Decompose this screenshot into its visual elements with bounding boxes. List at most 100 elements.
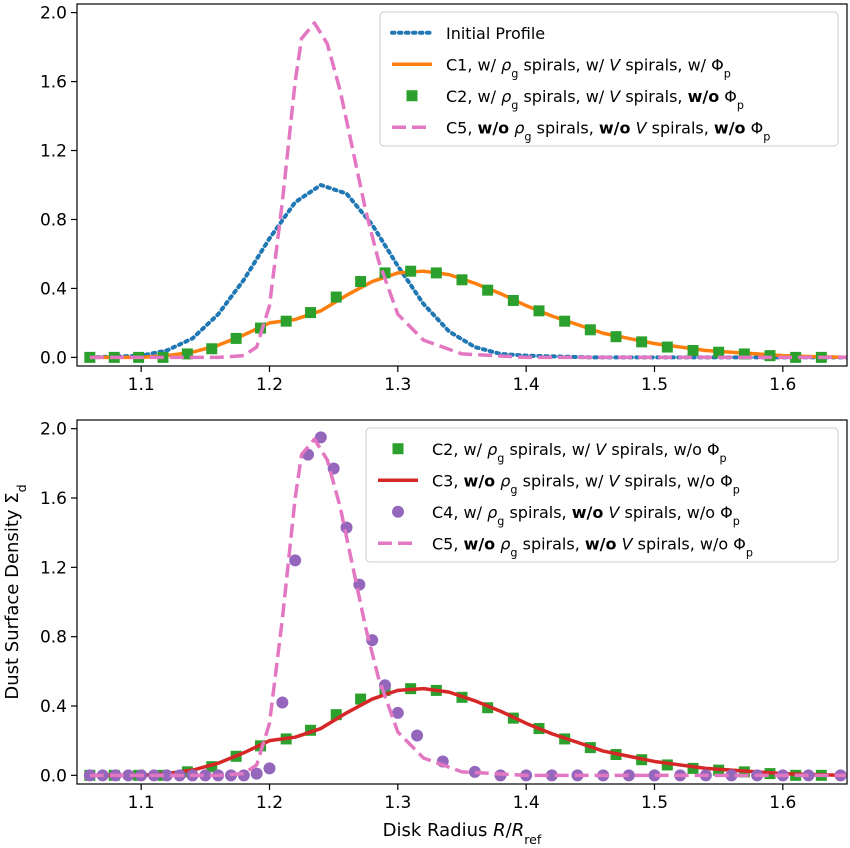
data-point [636, 336, 648, 348]
y-axis-label: Dust Surface Density Σd [2, 484, 29, 699]
legend-label: C3, w/o ρg spirals, w/ V spirals, w/o Φp [432, 471, 740, 496]
legend-marker [392, 443, 404, 455]
legend-entry: C5, w/o ρg spirals, w/o V spirals, w/o Φ… [392, 118, 770, 143]
data-point [430, 267, 442, 279]
legend-label: C5, w/o ρg spirals, w/o V spirals, w/o Φ… [432, 534, 753, 559]
data-point [276, 696, 289, 709]
x-tick-label: 1.1 [128, 793, 155, 813]
series-line [89, 686, 847, 778]
data-point [507, 294, 519, 306]
x-tick-label: 1.4 [513, 375, 540, 395]
legend-entry: C3, w/o ρg spirals, w/ V spirals, w/o Φp [378, 471, 740, 496]
legend-box [379, 11, 839, 147]
x-tick-label: 1.2 [256, 375, 283, 395]
data-point [355, 693, 367, 705]
y-tick-label: 2.0 [40, 420, 67, 440]
data-point [230, 332, 242, 344]
legend: Initial Profile C1, w/ ρg spirals, w/ V s… [379, 11, 839, 147]
y-tick-label: 1.2 [40, 142, 67, 162]
data-point [405, 265, 417, 277]
data-point [379, 267, 391, 279]
x-tick-label: 1.6 [769, 793, 796, 813]
legend-entry: C2, w/ ρg spirals, w/ V spirals, w/o Φp [392, 440, 727, 465]
data-point [355, 276, 367, 288]
series-c4 [83, 431, 847, 782]
y-tick-label: 0.8 [40, 628, 67, 648]
data-point [584, 324, 596, 336]
data-point [738, 348, 750, 360]
legend: C2, w/ ρg spirals, w/ V spirals, w/o Φp C… [365, 427, 839, 563]
legend-marker [392, 505, 404, 518]
series-c2 [84, 265, 827, 363]
x-tick-label: 1.5 [641, 375, 668, 395]
legend-label: C2, w/ ρg spirals, w/ V spirals, w/o Φp [446, 87, 744, 112]
data-point [622, 769, 635, 782]
legend-entry: C1, w/ ρg spirals, w/ V spirals, w/ Φp [392, 55, 731, 80]
series-line [87, 183, 847, 360]
legend-entry: C4, w/ ρg spirals, w/o V spirals, w/o Φp [392, 503, 740, 528]
data-point [314, 431, 327, 444]
y-tick-label: 2.0 [40, 4, 67, 24]
series-c2 [84, 683, 827, 781]
plot-area [84, 21, 847, 363]
plot-area [83, 431, 847, 782]
data-point [206, 343, 218, 355]
legend-label: C4, w/ ρg spirals, w/o V spirals, w/o Φp [432, 503, 740, 528]
y-tick-label: 0.4 [40, 279, 67, 299]
data-point [330, 709, 342, 721]
x-tick-label: 1.1 [128, 375, 155, 395]
y-tick-label: 1.2 [40, 558, 67, 578]
data-point [330, 291, 342, 303]
y-tick-label: 0.0 [40, 348, 67, 368]
data-point [263, 762, 276, 775]
data-point [725, 769, 738, 782]
legend-entry: Initial Profile [390, 24, 545, 43]
series-c3 [89, 686, 847, 778]
bottom-panel: 1.1 1.2 1.3 1.4 1.5 1.6 0.0 0.4 0.8 1.2 1.6 2.0 Disk… [2, 419, 848, 847]
data-point [790, 351, 802, 363]
y-tick-label: 0.4 [40, 697, 67, 717]
data-point [456, 274, 468, 286]
data-point [122, 769, 135, 782]
data-point [255, 322, 267, 334]
series-c5 [89, 437, 847, 778]
data-point [713, 346, 725, 358]
legend-marker [406, 90, 418, 102]
y-tick-label: 1.6 [40, 489, 67, 509]
x-tick-label: 1.2 [256, 793, 283, 813]
data-point [250, 767, 263, 780]
y-tick-label: 0.0 [40, 766, 67, 786]
data-point [648, 769, 661, 782]
data-point [687, 344, 699, 356]
series-line [89, 21, 847, 360]
x-tick-label: 1.4 [513, 793, 540, 813]
y-tick-label: 1.6 [40, 73, 67, 93]
data-point [411, 729, 424, 742]
series-line [89, 437, 847, 778]
data-point [160, 769, 173, 782]
legend-box [365, 427, 839, 563]
axes-frame [76, 419, 848, 785]
x-axis-label: Disk Radius R/Rref [383, 820, 542, 847]
data-point [610, 331, 622, 343]
series-initial-profile [87, 183, 847, 360]
series-c5 [89, 21, 847, 360]
legend-entry: C2, w/ ρg spirals, w/ V spirals, w/o Φp [406, 87, 744, 112]
data-point [545, 769, 558, 782]
x-tick-label: 1.5 [641, 793, 668, 813]
data-point [559, 315, 571, 327]
top-panel: 1.1 1.2 1.3 1.4 1.5 1.6 0.0 0.4 0.8 1.2 1.6 2.0 Init… [40, 3, 848, 395]
data-point [533, 305, 545, 317]
x-tick-label: 1.3 [384, 375, 411, 395]
legend-label: C2, w/ ρg spirals, w/ V spirals, w/o Φp [432, 440, 727, 465]
x-tick-label: 1.6 [769, 375, 796, 395]
data-point [391, 706, 404, 719]
legend-entry: C5, w/o ρg spirals, w/o V spirals, w/o Φ… [378, 534, 753, 559]
x-tick-label: 1.3 [384, 793, 411, 813]
axes-frame [76, 3, 848, 367]
data-point [181, 348, 193, 360]
data-point [482, 284, 494, 296]
data-point [661, 341, 673, 353]
data-point [199, 769, 212, 782]
legend-label: C1, w/ ρg spirals, w/ V spirals, w/ Φp [446, 55, 731, 80]
